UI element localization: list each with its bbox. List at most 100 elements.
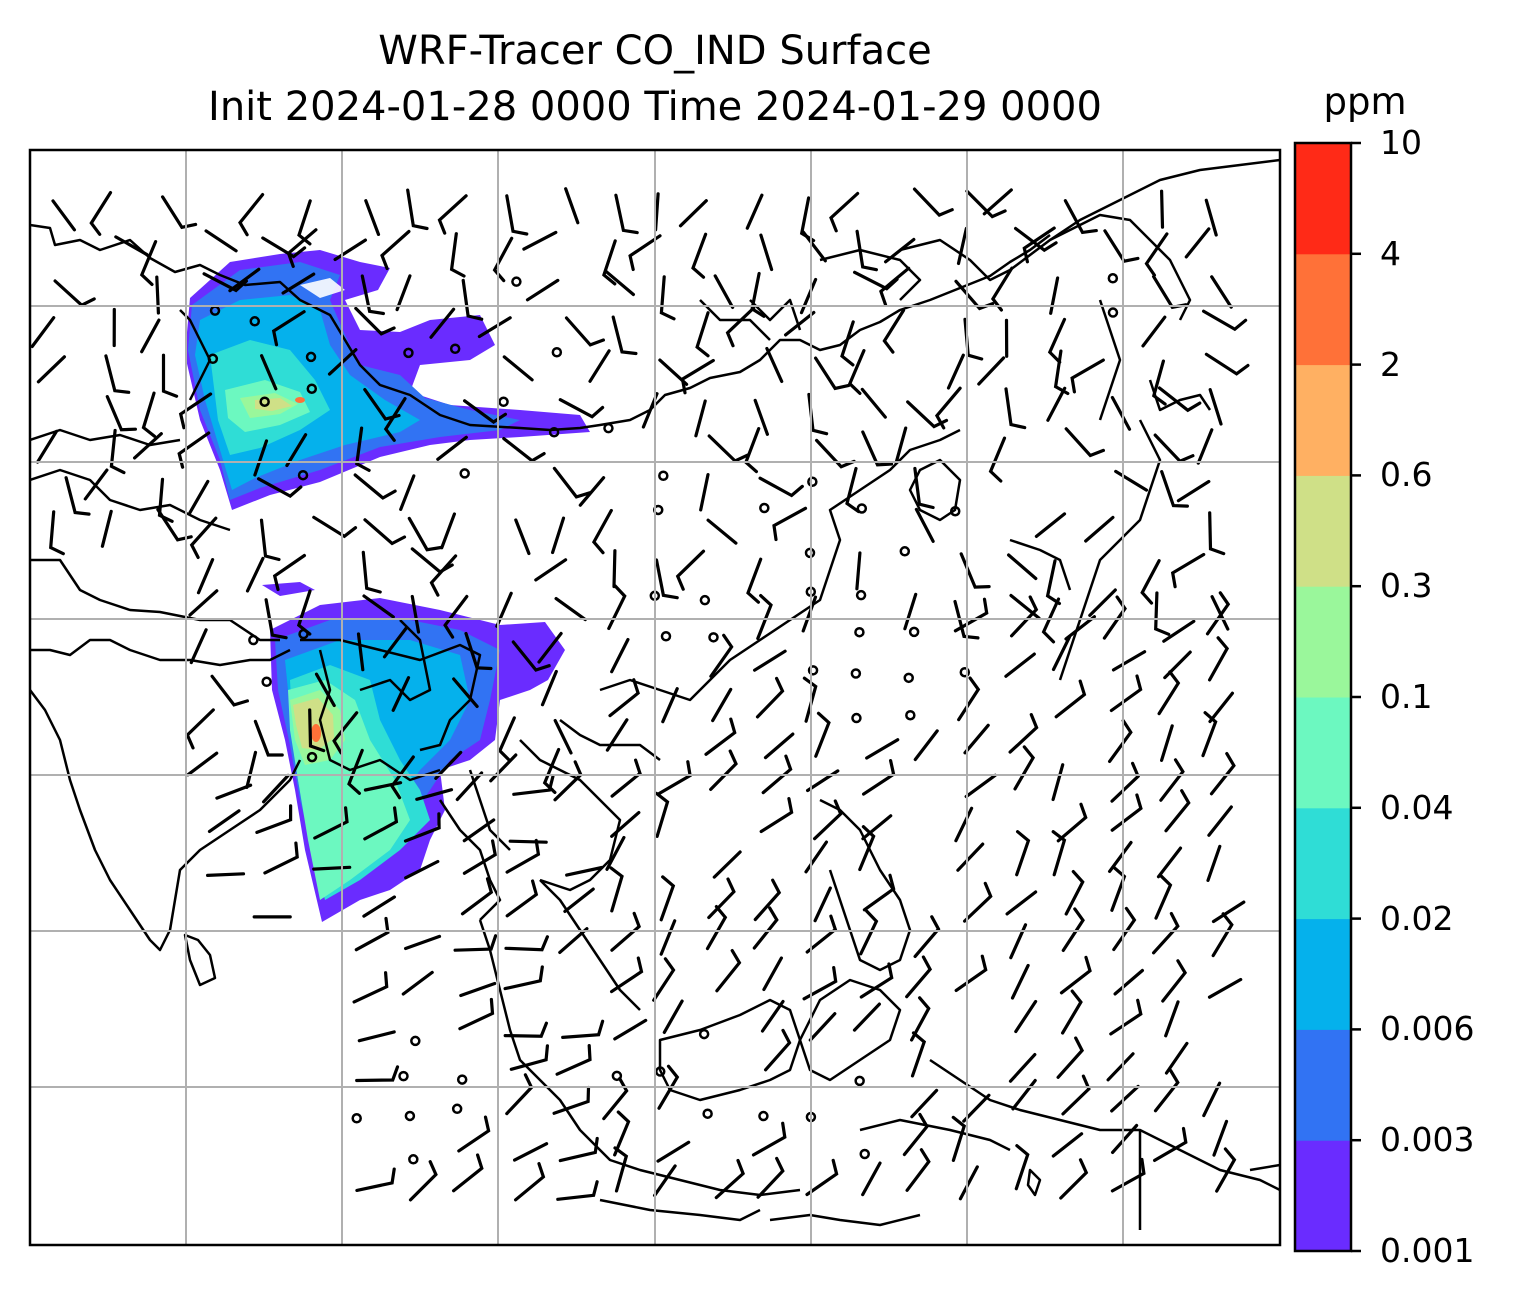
wind-barb <box>513 1142 549 1162</box>
wind-barb <box>762 956 783 992</box>
wind-barb <box>1110 865 1127 912</box>
wind-barb <box>694 399 707 438</box>
wind-barb <box>552 1085 591 1115</box>
calm-wind-circle <box>298 628 309 640</box>
wind-barb <box>865 738 900 760</box>
wind-barb <box>1211 900 1246 924</box>
wind-barb <box>505 194 529 236</box>
wind-barb <box>399 474 416 511</box>
wind-barb <box>805 1158 839 1197</box>
wind-barb <box>1110 1084 1140 1113</box>
wind-barb <box>261 236 307 259</box>
wind-barb <box>706 518 738 545</box>
wind-barb <box>1106 1052 1135 1082</box>
wind-barb <box>751 1121 787 1157</box>
wind-barb <box>957 676 981 722</box>
wind-barb <box>497 716 516 763</box>
wind-barb <box>1153 1126 1188 1162</box>
wind-barb <box>1110 395 1132 431</box>
wind-barb <box>271 310 306 347</box>
wind-barb <box>1210 595 1230 631</box>
calm-wind-circle <box>899 546 911 557</box>
wind-barb <box>502 437 546 463</box>
wind-barb <box>1162 619 1196 643</box>
wind-barb <box>238 193 265 237</box>
wind-barb <box>253 719 284 757</box>
wind-barb <box>100 509 113 548</box>
wind-barb <box>1051 1132 1084 1158</box>
wind-barb <box>281 272 316 295</box>
wind-barb <box>109 428 126 475</box>
wind-barb <box>910 996 931 1042</box>
wind-barb <box>675 549 706 591</box>
calm-wind-circle <box>305 351 317 363</box>
wind-barb <box>83 468 109 501</box>
calm-wind-circle <box>959 666 971 678</box>
wind-barb <box>429 307 456 339</box>
wind-barb <box>725 306 756 348</box>
wind-barb <box>756 594 773 641</box>
wind-barb <box>361 550 382 594</box>
wind-barb <box>104 354 131 394</box>
wind-barb <box>49 510 65 556</box>
wind-barb <box>415 788 454 801</box>
wind-barb <box>1013 745 1036 791</box>
colorbar-unit-label: ppm <box>1323 80 1407 123</box>
wind-barb <box>1164 1000 1180 1038</box>
wind-barb <box>805 914 838 954</box>
wind-barb <box>758 476 804 498</box>
wind-barb <box>1005 890 1038 916</box>
wind-barb <box>913 466 935 510</box>
wind-barb <box>133 432 163 460</box>
wind-barb <box>355 1065 400 1083</box>
wind-barb <box>813 799 843 841</box>
wind-barb <box>1160 470 1189 508</box>
wind-barb <box>951 1115 967 1162</box>
calm-wind-circle <box>949 505 961 517</box>
calm-wind-circle <box>807 476 818 487</box>
calm-wind-circle <box>1107 273 1119 284</box>
wind-barb <box>1207 805 1233 837</box>
wind-barb <box>314 672 336 708</box>
wind-barb <box>610 811 641 838</box>
wind-barb <box>255 804 293 834</box>
wind-barb <box>1064 870 1085 916</box>
wind-barb <box>858 825 876 872</box>
wind-barb <box>744 427 761 474</box>
wind-barb <box>1047 317 1067 364</box>
wind-barb <box>30 316 56 349</box>
wind-barb <box>391 676 411 712</box>
wind-barb <box>661 687 679 724</box>
wind-barb <box>53 279 96 308</box>
wind-barb <box>1064 615 1096 641</box>
calm-wind-circle <box>351 1113 362 1124</box>
wind-barb <box>680 358 715 395</box>
wind-barb <box>503 1021 548 1038</box>
wind-barb <box>913 729 939 762</box>
wind-barb <box>905 1148 931 1192</box>
wind-barb <box>861 1161 882 1197</box>
wind-barb <box>1159 758 1185 802</box>
calm-wind-circle <box>207 353 219 365</box>
wind-barb <box>1014 999 1038 1034</box>
wind-barb <box>260 354 278 391</box>
wind-barb <box>140 318 161 354</box>
wind-barb <box>1212 1119 1229 1157</box>
wind-barb <box>1152 912 1180 955</box>
wind-barb <box>860 387 887 419</box>
wind-barb <box>157 477 174 523</box>
wind-barb <box>759 233 774 272</box>
wind-barb <box>1111 1123 1139 1154</box>
wind-barb <box>357 1030 396 1043</box>
calm-wind-circle <box>850 668 862 679</box>
wind-barb <box>765 346 784 383</box>
wind-barb <box>505 879 539 918</box>
wind-barb <box>313 806 349 840</box>
wind-barb <box>404 934 442 951</box>
wind-barb <box>699 473 710 512</box>
wind-barb <box>1110 761 1141 803</box>
wind-barb <box>977 356 1006 386</box>
wind-barb <box>1009 923 1028 960</box>
wind-barb <box>704 717 737 756</box>
wind-barb <box>308 708 326 753</box>
